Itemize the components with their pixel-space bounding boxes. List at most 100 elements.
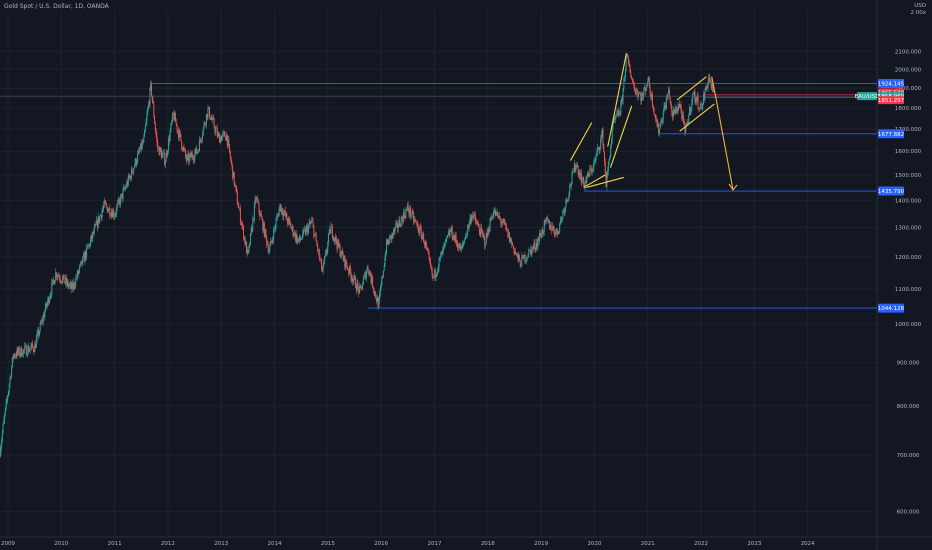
candle-body: [111, 212, 113, 218]
horizontal-levels[interactable]: [0, 83, 877, 309]
trend-line[interactable]: [569, 122, 593, 161]
candle-body: [282, 213, 284, 217]
candle-body: [680, 104, 682, 112]
candle-body: [328, 229, 330, 234]
x-tick-label: 2010: [54, 541, 68, 547]
candle-body: [431, 267, 433, 276]
candle-body: [302, 229, 304, 238]
candle-body: [526, 257, 528, 259]
trend-line[interactable]: [676, 76, 707, 101]
candle-body: [6, 399, 8, 401]
candles: [0, 53, 715, 458]
candle-body: [40, 323, 42, 324]
candle-body: [382, 276, 384, 278]
candle-body: [277, 215, 279, 217]
candle-body: [232, 165, 234, 179]
candle-body: [226, 134, 228, 146]
candle-body: [408, 210, 410, 214]
candle-body: [411, 211, 413, 217]
candle-body: [237, 203, 239, 208]
candle-body: [628, 63, 630, 67]
candle-body: [590, 168, 592, 169]
candle-body: [474, 213, 476, 216]
candle-body: [668, 89, 670, 98]
candle-body: [601, 129, 603, 136]
candle-body: [347, 268, 349, 270]
candle-body: [154, 116, 156, 124]
candle-body: [506, 229, 508, 230]
candle-body: [572, 170, 574, 173]
candle-body: [525, 260, 527, 262]
candle-body: [65, 277, 67, 283]
candle-body: [709, 75, 711, 81]
candle-body: [8, 390, 10, 396]
projection-path[interactable]: [711, 76, 734, 191]
candle-body: [38, 331, 40, 336]
trend-line[interactable]: [607, 52, 627, 147]
candle-body: [473, 213, 475, 217]
candle-body: [257, 201, 259, 203]
candle-body: [697, 96, 699, 109]
candle-body: [321, 269, 323, 272]
candle-body: [703, 94, 705, 100]
candle-body: [427, 250, 429, 254]
candle-body: [459, 243, 461, 251]
candle-body: [334, 238, 336, 241]
candle-body: [388, 240, 390, 244]
candle-body: [376, 297, 378, 302]
candle-body: [612, 122, 614, 128]
trend-drawings[interactable]: [569, 52, 738, 191]
candle-body: [453, 235, 455, 240]
candle-body: [598, 147, 600, 150]
candle-body: [253, 204, 255, 220]
x-tick-label: 2021: [641, 541, 655, 547]
candle-body: [513, 247, 515, 254]
trend-line[interactable]: [679, 103, 715, 132]
candle-body: [267, 244, 269, 253]
candle-body: [44, 311, 46, 318]
candle-body: [252, 218, 254, 231]
candle-body: [571, 172, 573, 184]
candle-body: [290, 223, 292, 229]
candle-body: [351, 278, 353, 279]
candle-body: [465, 236, 467, 238]
candle-body: [635, 90, 637, 95]
candle-body: [345, 259, 347, 266]
candle-body: [478, 226, 480, 232]
y-tick-label: 1100.000: [895, 287, 922, 293]
candle-body: [314, 233, 316, 237]
candle-body: [666, 97, 668, 99]
candle-body: [128, 175, 130, 178]
price-axis[interactable]: 600.000 700.000 800.000 900.000 1000.000 1100…: [895, 49, 922, 515]
candle-body: [70, 283, 72, 289]
candle-body: [255, 199, 257, 200]
candle-body: [134, 158, 136, 166]
candle-body: [542, 232, 544, 234]
time-axis[interactable]: 2009 2010 2011 2012 2013 2014 2015 2016 2017 2018…: [1, 541, 815, 547]
candle-body: [190, 153, 192, 158]
candle-body: [529, 249, 531, 251]
symbol-title[interactable]: Gold Spot / U.S. Dollar, 1D, OANDA: [4, 3, 109, 10]
candle-body: [498, 215, 500, 218]
candle-body: [205, 123, 207, 125]
trend-line[interactable]: [583, 174, 606, 188]
candle-body: [215, 128, 217, 133]
candle-body: [520, 266, 522, 267]
candle-body: [59, 279, 61, 281]
candle-body: [65, 277, 67, 285]
candle-body: [436, 273, 438, 275]
candle-body: [679, 104, 681, 108]
trend-line[interactable]: [586, 176, 624, 188]
candle-body: [324, 252, 326, 257]
candle-body: [271, 240, 273, 242]
candle-body: [407, 205, 409, 211]
price-tags: 1924.1451677.8821435.7901044.1281865.530…: [855, 78, 905, 313]
candle-body: [12, 356, 14, 358]
candle-body: [198, 139, 200, 152]
candle-body: [648, 77, 650, 88]
candle-body: [521, 255, 523, 267]
candle-body: [117, 199, 119, 204]
candle-body: [18, 347, 20, 353]
trend-line[interactable]: [609, 105, 633, 168]
